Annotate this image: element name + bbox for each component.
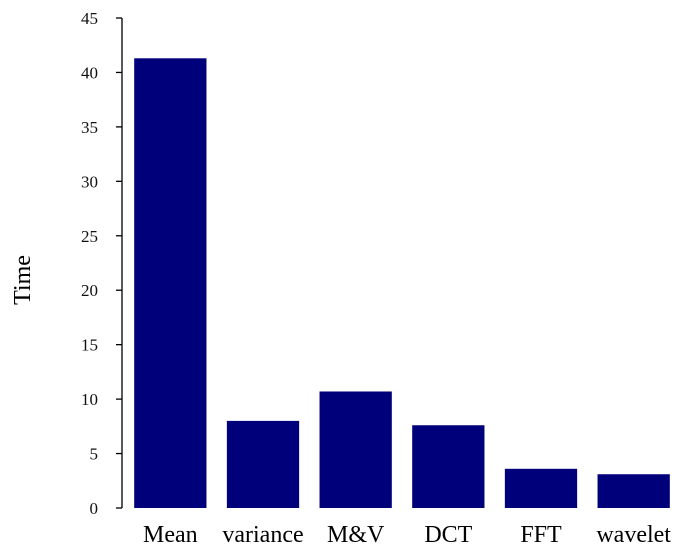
y-tick-label: 35 [81,118,98,137]
x-tick-label: variance [222,522,303,548]
y-tick-label: 5 [90,445,99,464]
x-tick-label: Mean [143,522,198,548]
y-tick-label: 15 [81,336,98,355]
bars-group [134,58,670,509]
y-tick-label: 0 [90,499,99,518]
y-tick-label: 30 [81,172,98,191]
bar-m-v [319,391,392,508]
x-tick-label: DCT [424,522,472,548]
y-tick-label: 40 [81,63,98,82]
bar-mean [134,58,207,509]
bar-dct [412,425,485,508]
x-tick-label: FFT [520,522,562,548]
bar-fft [504,468,578,508]
x-tick-labels-group: Mean variance M&V DCT FFT wavelet [143,522,671,548]
x-tick-label: wavelet [596,522,671,548]
y-tick-label: 25 [81,227,98,246]
y-axis-title: Time [10,255,36,305]
y-tick-label: 10 [81,390,98,409]
bar-variance [226,420,300,508]
x-tick-label: M&V [327,522,385,548]
bar-wavelet [597,474,670,508]
y-ticks-group: 0 5 10 15 20 25 30 35 40 45 [81,9,122,518]
y-tick-label: 20 [81,281,98,300]
y-tick-label: 45 [81,9,98,28]
